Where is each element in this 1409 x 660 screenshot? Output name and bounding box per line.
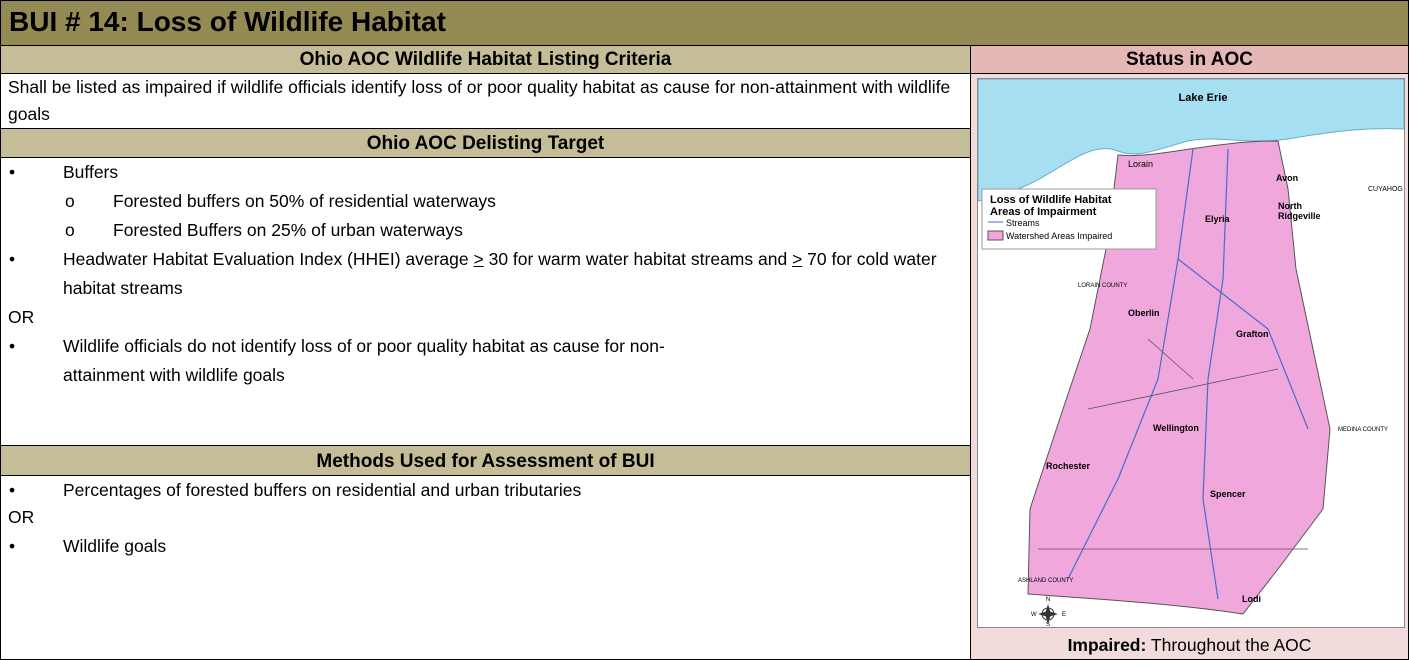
compass-label: E xyxy=(1062,612,1066,618)
map: Lake Erie Loss of Wildlife Habitat Areas… xyxy=(977,78,1405,628)
caption-label: Impaired: xyxy=(1067,635,1147,655)
bullet: • xyxy=(9,162,16,182)
bullet: • xyxy=(9,480,16,500)
methods-list: • Percentages of forested buffers on res… xyxy=(0,475,971,660)
bullet: • xyxy=(9,249,16,269)
list-item: Wildlife goals xyxy=(63,536,167,556)
map-legend xyxy=(981,188,1157,250)
map-label: North xyxy=(1278,201,1302,211)
legend-swatch xyxy=(987,230,1004,241)
caption-text: Throughout the AOC xyxy=(1150,635,1312,655)
map-label: ASHLAND COUNTY xyxy=(1018,578,1073,584)
or: OR xyxy=(8,507,35,527)
bullet: • xyxy=(9,336,16,356)
map-label: Avon xyxy=(1276,173,1298,183)
map-label: Lodi xyxy=(1242,594,1261,604)
legend-entry: Streams xyxy=(1006,218,1040,228)
delisting-list: • Buffers o Forested buffers on 50% of r… xyxy=(0,157,971,446)
map-label: Wellington xyxy=(1153,423,1199,433)
map-label: Lorain xyxy=(1128,159,1153,169)
compass-label: W xyxy=(1031,612,1037,618)
list-item: Percentages of forested buffers on resid… xyxy=(63,480,582,500)
watershed xyxy=(1027,140,1331,615)
legend-title: Areas of Impairment xyxy=(990,206,1097,218)
map-label: Ridgeville xyxy=(1278,211,1321,221)
or: OR xyxy=(8,307,35,327)
methods-header: Methods Used for Assessment of BUI xyxy=(0,445,971,476)
boundaries xyxy=(1038,338,1308,550)
map-label: MEDINA COUNTY xyxy=(1338,427,1388,433)
list-item: Buffers xyxy=(63,162,119,182)
title-bar: BUI # 14: Loss of Wildlife Habitat xyxy=(0,0,1409,46)
map-label: Grafton xyxy=(1236,329,1269,339)
map-label: Elyria xyxy=(1205,214,1231,224)
map-label: Lake Erie xyxy=(1179,92,1228,104)
symbol: > xyxy=(473,249,484,269)
symbol: > xyxy=(792,249,803,269)
status-header: Status in AOC xyxy=(970,45,1409,74)
map-label: Rochester xyxy=(1046,461,1091,471)
bullet: • xyxy=(9,536,16,556)
sub-bullet: o xyxy=(65,191,75,211)
status-panel: Lake Erie Loss of Wildlife Habitat Areas… xyxy=(970,73,1409,660)
compass: N E S W xyxy=(1031,597,1066,628)
title: BUI # 14: Loss of Wildlife Habitat xyxy=(9,6,446,37)
list-item: Wildlife officials do not identify loss … xyxy=(63,336,665,385)
criteria-text: Shall be listed as impaired if wildlife … xyxy=(0,73,971,129)
sub-item: Forested Buffers on 25% of urban waterwa… xyxy=(113,220,463,240)
text: 30 for warm water habitat streams and xyxy=(483,249,793,269)
map-label: LORAIN COUNTY xyxy=(1078,283,1127,289)
legend-title: Loss of Wildlife Habitat xyxy=(990,194,1112,206)
compass-label: N xyxy=(1046,597,1050,603)
list-item: Headwater Habitat Evaluation Index (HHEI… xyxy=(63,245,943,303)
criteria-header: Ohio AOC Wildlife Habitat Listing Criter… xyxy=(0,45,971,74)
text: 70 for cold water habitat streams xyxy=(63,249,937,298)
map-label: Oberlin xyxy=(1128,308,1160,318)
text: Headwater Habitat Evaluation Index (HHEI… xyxy=(63,249,474,269)
compass-label: S xyxy=(1046,622,1050,628)
map-label: Spencer xyxy=(1210,489,1246,499)
delisting-header: Ohio AOC Delisting Target xyxy=(0,128,971,158)
sub-item: Forested buffers on 50% of residential w… xyxy=(113,191,496,211)
streams xyxy=(1067,148,1309,600)
legend-entry: Watershed Areas Impaired xyxy=(1006,231,1112,241)
status-caption: Impaired: Throughout the AOC xyxy=(971,631,1408,660)
map-label: CUYAHOG xyxy=(1368,186,1403,193)
sub-bullet: o xyxy=(65,220,75,240)
